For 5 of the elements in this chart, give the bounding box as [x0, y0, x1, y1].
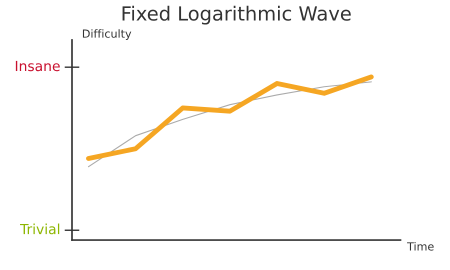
- x-axis-title: Time: [407, 242, 434, 251]
- chart-title: Fixed Logarithmic Wave: [122, 6, 351, 25]
- text: Trivial: [20, 224, 60, 234]
- y-axis-title: Difficulty: [82, 29, 132, 40]
- text: Insane: [16, 60, 60, 72]
